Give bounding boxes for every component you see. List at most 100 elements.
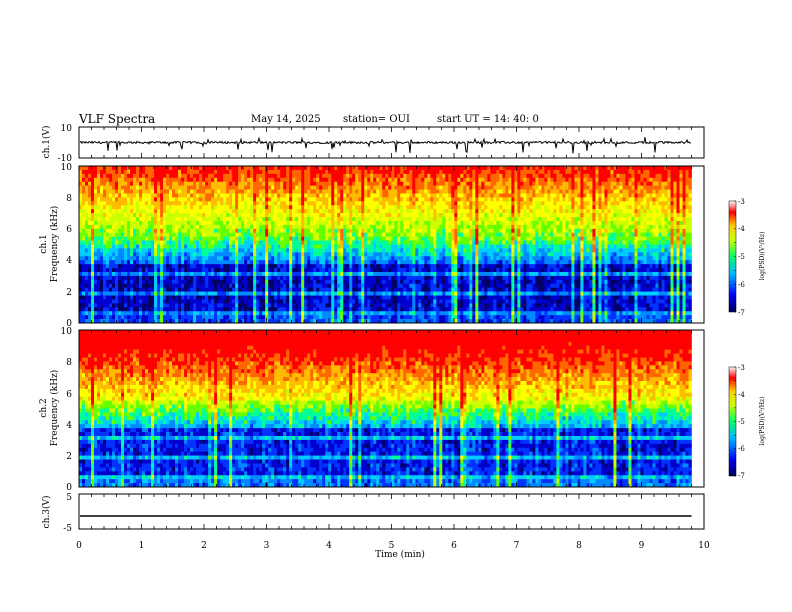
- spectrogram-cell: [598, 228, 602, 234]
- spectrogram-cell: [544, 256, 548, 261]
- spectrogram-cell: [94, 217, 98, 222]
- spectrogram-cell: [637, 185, 641, 190]
- spectrogram-cell: [301, 252, 305, 257]
- spectrogram-cell: [172, 217, 176, 222]
- spectrogram-cell: [178, 220, 182, 226]
- spectrogram-cell: [244, 240, 248, 245]
- spectrogram-cell: [682, 185, 686, 190]
- spectrogram-cell: [577, 169, 581, 175]
- spectrogram-cell: [277, 232, 281, 237]
- spectrogram-cell: [634, 248, 638, 253]
- spectrogram-cell: [130, 228, 134, 234]
- spectrogram-cell: [172, 197, 176, 202]
- spectrogram-cell: [640, 236, 644, 241]
- spectrogram-cell: [574, 201, 578, 206]
- spectrogram-cell: [379, 213, 383, 218]
- spectrogram-cell: [592, 169, 596, 175]
- spectrogram-cell: [241, 177, 245, 182]
- spectrogram-cell: [364, 185, 368, 190]
- spectrogram-cell: [226, 181, 230, 186]
- spectrogram-cell: [502, 213, 506, 218]
- spectrogram-cell: [379, 169, 383, 175]
- spectrogram-cell: [79, 232, 83, 237]
- spectrogram-cell: [352, 232, 356, 237]
- spectrogram-cell: [223, 240, 227, 245]
- spectrogram-cell: [646, 224, 650, 230]
- spectrogram-cell: [313, 189, 317, 194]
- spectrogram-cell: [337, 213, 341, 218]
- spectrogram-cell: [652, 248, 656, 253]
- spectrogram-cell: [226, 189, 230, 194]
- spectrogram-cell: [661, 201, 665, 206]
- spectrogram-cell: [82, 173, 86, 179]
- spectrogram-cell: [406, 193, 410, 198]
- spectrogram-cell: [283, 205, 287, 210]
- spectrogram-cell: [253, 181, 257, 186]
- spectrogram-cell: [106, 209, 110, 214]
- spectrogram-cell: [526, 169, 530, 175]
- spectrogram-cell: [94, 244, 98, 249]
- spectrogram-cell: [499, 228, 503, 234]
- spectrogram-cell: [367, 228, 371, 234]
- spectrogram-cell: [205, 213, 209, 218]
- spectrogram-cell: [79, 197, 83, 202]
- spectrogram-cell: [256, 181, 260, 186]
- spectrogram-cell: [598, 236, 602, 241]
- spectrogram-cell: [586, 240, 590, 245]
- spectrogram-cell: [133, 205, 137, 210]
- spectrogram-cell: [346, 232, 350, 237]
- spectrogram-cell: [481, 217, 485, 222]
- spectrogram-cell: [439, 185, 443, 190]
- spectrogram-cell: [205, 220, 209, 226]
- spectrogram-cell: [166, 220, 170, 226]
- spectrogram-cell: [181, 197, 185, 202]
- spectrogram-cell: [292, 189, 296, 194]
- spectrogram-cell: [586, 205, 590, 210]
- spectrogram-cell: [79, 244, 83, 249]
- spectrogram-cell: [520, 232, 524, 237]
- spectrogram-cell: [469, 232, 473, 237]
- spectrogram-cell: [214, 166, 218, 171]
- spectrogram-cell: [634, 177, 638, 182]
- spectrogram-cell: [685, 169, 689, 175]
- spectrogram-cell: [529, 248, 533, 253]
- spectrogram-cell: [436, 209, 440, 214]
- spectrogram-cell: [112, 193, 116, 198]
- spectrogram-cell: [586, 173, 590, 179]
- spectrogram-cell: [457, 205, 461, 210]
- spectrogram-cell: [187, 185, 191, 190]
- spectrogram-cell: [370, 256, 374, 261]
- spectrogram-cell: [676, 173, 680, 179]
- spectrogram-cell: [391, 169, 395, 175]
- spectrogram-cell: [412, 248, 416, 253]
- spectrogram-cell: [166, 244, 170, 249]
- spectrogram-cell: [160, 189, 164, 194]
- spectrogram-cell: [157, 185, 161, 190]
- spectrogram-cell: [331, 252, 335, 257]
- spectrogram-cell: [424, 173, 428, 179]
- spectrogram-cell: [529, 224, 533, 230]
- spectrogram-cell: [394, 185, 398, 190]
- spectrogram-cell: [289, 181, 293, 186]
- spectrogram-cell: [382, 193, 386, 198]
- spectrogram-cell: [418, 173, 422, 179]
- spectrogram-cell: [385, 166, 389, 171]
- spectrogram-cell: [571, 209, 575, 214]
- spectrogram-cell: [448, 213, 452, 218]
- spectrogram-cell: [418, 169, 422, 175]
- spectrogram-cell: [472, 173, 476, 179]
- spectrogram-cell: [616, 177, 620, 182]
- spectrogram-cell: [241, 209, 245, 214]
- spectrogram-cell: [634, 244, 638, 249]
- spectrogram-cell: [115, 209, 119, 214]
- spectrogram-cell: [502, 197, 506, 202]
- spectrogram-cell: [376, 236, 380, 241]
- spectrogram-cell: [646, 197, 650, 202]
- spectrogram-cell: [166, 205, 170, 210]
- spectrogram-cell: [208, 189, 212, 194]
- spectrogram-cell: [370, 209, 374, 214]
- spectrogram-cell: [619, 232, 623, 237]
- spectrogram-cell: [556, 201, 560, 206]
- spectrogram-cell: [199, 173, 203, 179]
- spectrogram-cell: [610, 224, 614, 230]
